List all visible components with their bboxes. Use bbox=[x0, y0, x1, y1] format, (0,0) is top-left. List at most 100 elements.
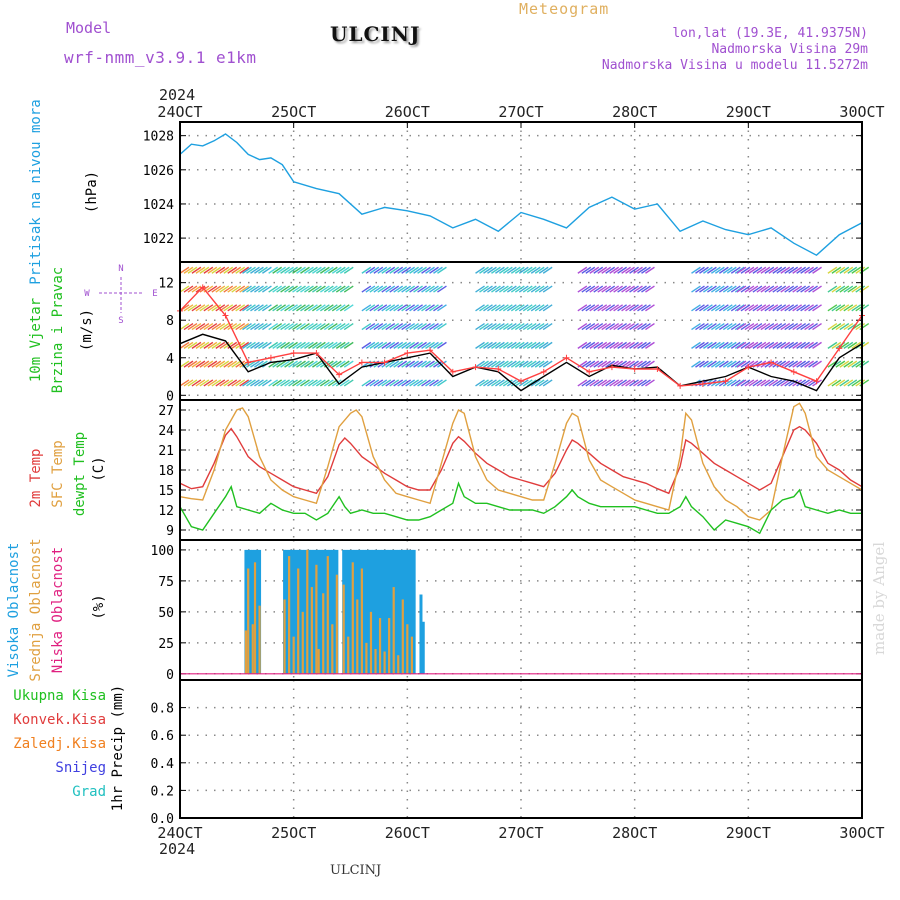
wind-barb bbox=[319, 323, 330, 331]
wind-barb bbox=[280, 360, 290, 368]
cloud-bar bbox=[283, 599, 286, 674]
wind-barb bbox=[377, 266, 388, 274]
wind-barb bbox=[518, 341, 529, 349]
wind-barb bbox=[633, 266, 643, 274]
wind-barb bbox=[300, 341, 310, 349]
cloud-bar bbox=[362, 549, 366, 674]
wind-barb bbox=[475, 360, 485, 368]
wind-barb bbox=[343, 360, 354, 368]
wind-barb bbox=[242, 266, 252, 274]
cloud-bar bbox=[308, 549, 312, 674]
wind-barb bbox=[788, 379, 799, 387]
wind-barb bbox=[254, 341, 264, 349]
wind-barb bbox=[744, 379, 755, 387]
wind-barb bbox=[703, 285, 713, 293]
wind-barb bbox=[211, 323, 222, 331]
wind-barb bbox=[808, 266, 818, 274]
wind-barb bbox=[308, 304, 318, 312]
legend-entry: Ukupna Kisa bbox=[13, 688, 106, 704]
wind-barb bbox=[377, 341, 388, 349]
wind-barb bbox=[331, 360, 342, 368]
wind-barb bbox=[796, 285, 807, 293]
wind-barb bbox=[397, 323, 408, 331]
wind-barb bbox=[316, 379, 326, 387]
wind-barb bbox=[223, 323, 234, 331]
wind-barb bbox=[369, 304, 380, 312]
credit-watermark: made by Angel bbox=[870, 541, 888, 655]
wind-barb bbox=[258, 360, 268, 368]
wind-barb bbox=[707, 266, 717, 274]
wind-barb bbox=[621, 266, 631, 274]
wind-barb bbox=[831, 304, 842, 312]
wind-barb bbox=[397, 266, 408, 274]
wind-barb bbox=[437, 266, 447, 274]
wind-barb bbox=[300, 304, 310, 312]
wind-barb bbox=[429, 341, 439, 349]
wind-barb bbox=[581, 304, 592, 312]
wind-barb bbox=[593, 379, 604, 387]
wind-barb bbox=[369, 285, 380, 293]
wind-barb bbox=[506, 285, 517, 293]
wind-barb bbox=[207, 379, 218, 387]
wind-barb bbox=[625, 304, 635, 312]
wind-barb bbox=[734, 285, 745, 293]
wind-barb bbox=[581, 323, 592, 331]
wind-barb bbox=[641, 341, 651, 349]
wind-barb bbox=[522, 323, 533, 331]
wind-barb bbox=[804, 379, 814, 387]
wind-barb bbox=[764, 266, 775, 274]
wind-barb bbox=[538, 323, 549, 331]
wind-barb bbox=[585, 285, 596, 293]
gust-marker bbox=[358, 359, 365, 366]
wind-barb bbox=[760, 285, 771, 293]
wind-barb bbox=[831, 323, 842, 331]
wind-barb bbox=[847, 341, 858, 349]
wind-barb bbox=[707, 360, 717, 368]
station-footer: ULCINJ bbox=[330, 863, 382, 878]
wind-barb bbox=[308, 341, 318, 349]
cloud-bar bbox=[421, 621, 425, 674]
wind-barb bbox=[847, 266, 858, 274]
wind-barb bbox=[776, 379, 787, 387]
wind-barb bbox=[239, 379, 250, 387]
panel-precipitation: 0.0 0.2 0.4 0.6 0.8 bbox=[151, 679, 863, 827]
wind-barb bbox=[292, 304, 302, 312]
cloud-bar bbox=[365, 642, 368, 674]
wind-barb bbox=[187, 266, 198, 274]
cloud-bar bbox=[298, 549, 302, 674]
wind-barb bbox=[389, 341, 400, 349]
wind-barb bbox=[581, 341, 592, 349]
wind-barb bbox=[276, 304, 287, 312]
wind-barb bbox=[300, 266, 310, 274]
wind-barb bbox=[593, 285, 604, 293]
wind-barb bbox=[276, 266, 287, 274]
gust-marker bbox=[608, 364, 615, 371]
gust-marker bbox=[836, 345, 843, 352]
cloud-bar bbox=[346, 549, 350, 674]
wind-barb bbox=[195, 360, 206, 368]
wind-barb bbox=[393, 341, 404, 349]
wind-barb bbox=[597, 323, 608, 331]
wind-barb bbox=[323, 285, 334, 293]
wind-barb bbox=[730, 266, 741, 274]
wind-barb bbox=[195, 304, 206, 312]
wind-barb bbox=[413, 266, 423, 274]
gust-marker bbox=[313, 350, 320, 357]
wind-barb bbox=[726, 323, 737, 331]
wind-barb bbox=[772, 379, 783, 387]
wind-barb bbox=[776, 285, 787, 293]
x-tick-label-top: 27OCT bbox=[498, 103, 543, 121]
wind-barb bbox=[812, 341, 822, 349]
cloud-bar bbox=[289, 549, 293, 674]
wind-barb bbox=[776, 341, 787, 349]
wind-barb bbox=[203, 341, 214, 349]
wind-barb bbox=[381, 379, 392, 387]
cloud-bar bbox=[385, 549, 389, 674]
wind-barb bbox=[740, 360, 751, 368]
wind-barb bbox=[327, 323, 338, 331]
wind-barb bbox=[542, 266, 553, 274]
wind-barb bbox=[736, 360, 747, 368]
y-tick-label: 1026 bbox=[143, 164, 174, 179]
gust-marker bbox=[199, 284, 206, 291]
wind-barb bbox=[272, 341, 283, 349]
